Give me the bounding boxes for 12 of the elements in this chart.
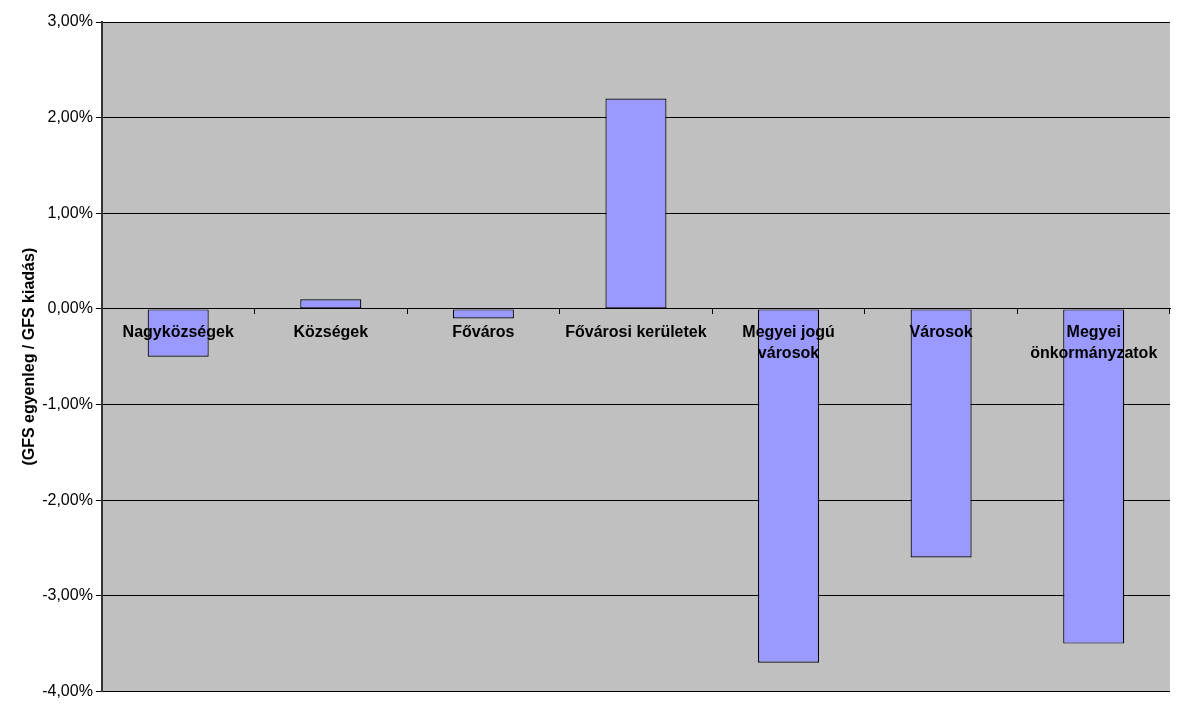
x-tick-label: Fővárosi kerületek xyxy=(565,323,707,341)
y-tick-label: 1,00% xyxy=(47,203,93,221)
y-tick-label: -1,00% xyxy=(42,394,93,412)
y-tick-label: 3,00% xyxy=(47,12,93,30)
x-tick-label: Községek xyxy=(293,323,369,341)
x-tick-label: Főváros xyxy=(452,323,515,341)
y-tick-label: -2,00% xyxy=(42,490,93,508)
y-axis-title: (GFS egyenleg / GFS kiadás) xyxy=(20,247,38,466)
y-tick-label: -4,00% xyxy=(42,681,93,699)
y-tick-label: 2,00% xyxy=(47,108,93,126)
y-tick-label: 0,00% xyxy=(47,299,93,317)
y-tick-label: -3,00% xyxy=(42,586,93,604)
